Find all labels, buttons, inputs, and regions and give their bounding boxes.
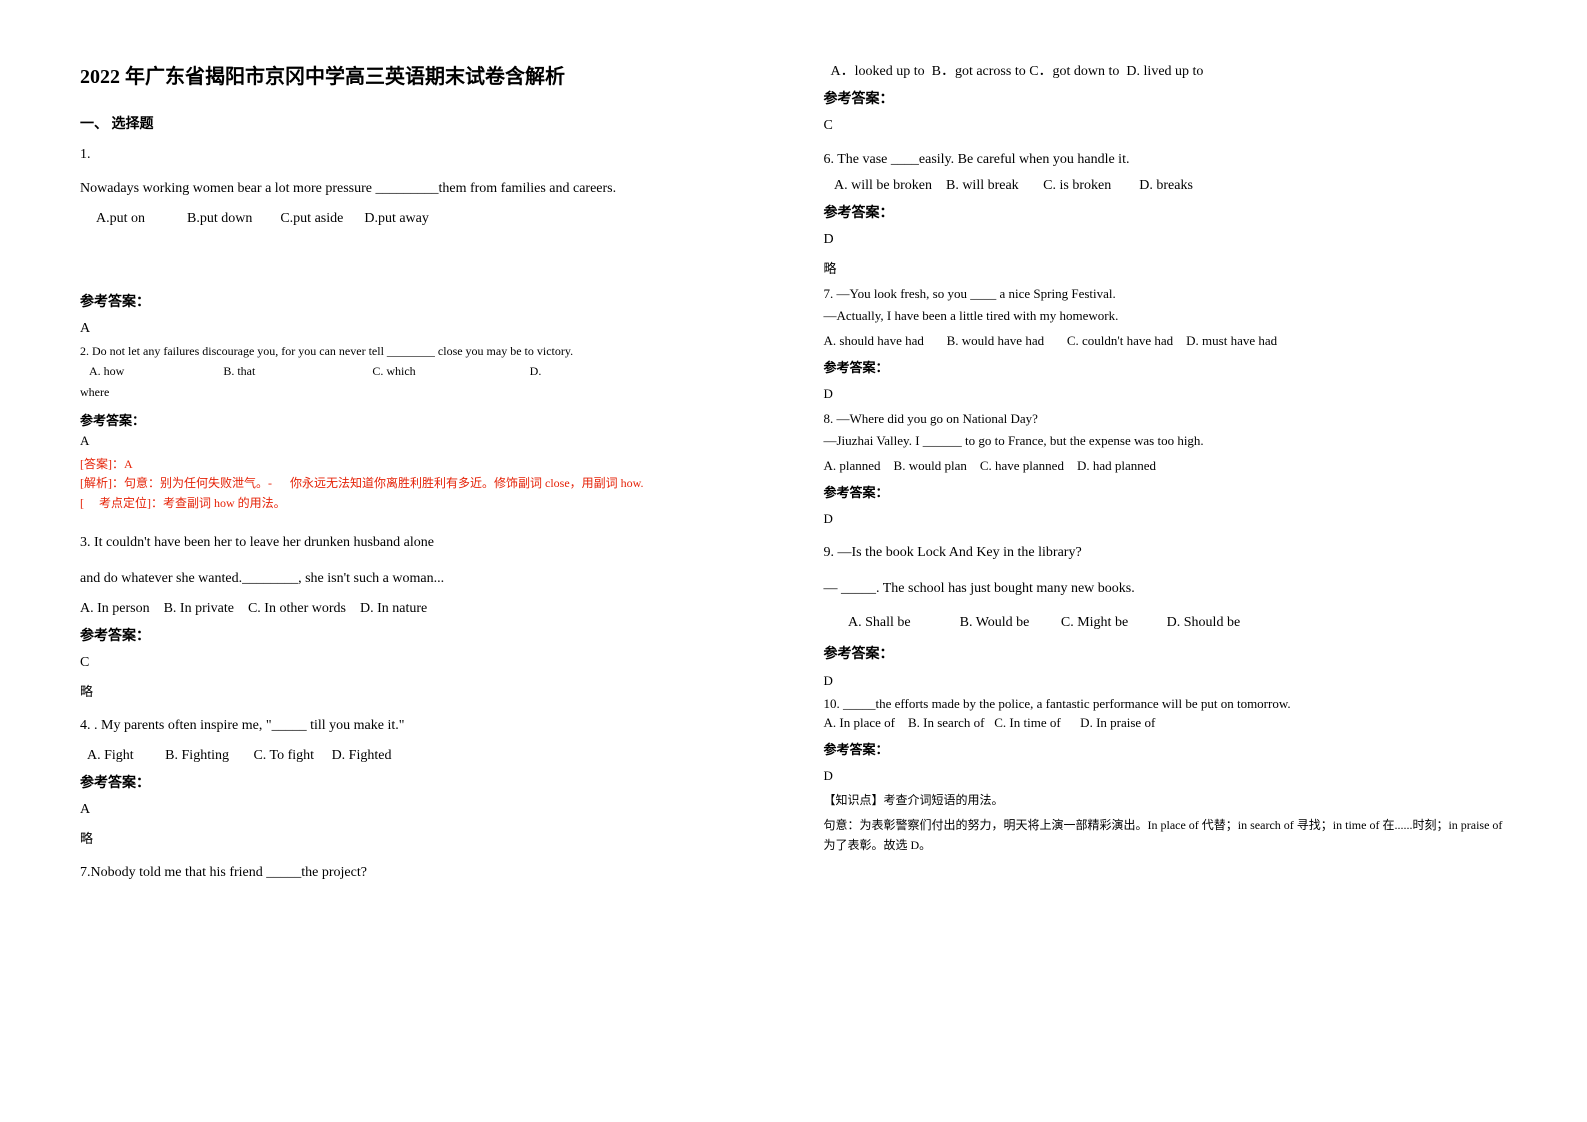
document-title: 2022 年广东省揭阳市京冈中学高三英语期末试卷含解析 — [80, 60, 764, 89]
q7-text-1: 7. —You look fresh, so you ____ a nice S… — [824, 283, 1508, 305]
q8-text-1: 8. —Where did you go on National Day? — [824, 408, 1508, 430]
q7-options: A. should have had B. would have had C. … — [824, 333, 1508, 349]
q10-text: 10. _____the efforts made by the police,… — [824, 693, 1508, 715]
left-column: 2022 年广东省揭阳市京冈中学高三英语期末试卷含解析 一、 选择题 1. No… — [80, 60, 764, 895]
q1-text: Nowadays working women bear a lot more p… — [80, 175, 764, 203]
q8-answer: D — [824, 511, 1508, 527]
q9-answer: D — [824, 673, 1508, 689]
q5-options: A．looked up to B．got across to C．got dow… — [824, 60, 1508, 80]
q9-text-2: — _____. The school has just bought many… — [824, 575, 1508, 603]
q4-ans-label: 参考答案： — [80, 772, 764, 792]
q3-ans-label: 参考答案： — [80, 625, 764, 645]
q3-options: A. In person B. In private C. In other w… — [80, 601, 764, 617]
q2-options-1: A. how B. that C. which D. — [80, 361, 764, 381]
section-header-1: 一、 选择题 — [80, 113, 764, 133]
q4-answer: A — [80, 802, 764, 818]
q4-options: A. Fight B. Fighting C. To fight D. Figh… — [80, 748, 764, 764]
q6-omit: 略 — [824, 258, 1508, 277]
q2-ans-label: 参考答案： — [80, 410, 764, 429]
q7-text-2: —Actually, I have been a little tired wi… — [824, 305, 1508, 327]
q8-options: A. planned B. would plan C. have planned… — [824, 458, 1508, 474]
q6-answer: D — [824, 232, 1508, 248]
q5-extra: 7.Nobody told me that his friend _____th… — [80, 859, 764, 887]
q1-number: 1. — [80, 147, 764, 163]
q1-ans-label: 参考答案： — [80, 291, 764, 311]
q7-answer: D — [824, 386, 1508, 402]
q9-text-1: 9. —Is the book Lock And Key in the libr… — [824, 539, 1508, 567]
q10-note-2: 句意：为表彰警察们付出的努力，明天将上演一部精彩演出。In place of 代… — [824, 815, 1508, 856]
q8-text-2: —Jiuzhai Valley. I ______ to go to Franc… — [824, 430, 1508, 452]
q6-text: 6. The vase ____easily. Be careful when … — [824, 146, 1508, 174]
q10-options: A. In place of B. In search of C. In tim… — [824, 715, 1508, 731]
q4-text: 4. . My parents often inspire me, "_____… — [80, 712, 764, 740]
q2-options-2: where — [80, 382, 764, 402]
q2-explain-3: [ 考点定位]：考查副词 how 的用法。 — [80, 494, 764, 513]
q1-answer: A — [80, 321, 764, 337]
q3-text-1: 3. It couldn't have been her to leave he… — [80, 529, 764, 557]
q2-answer: A — [80, 433, 764, 449]
q9-ans-label: 参考答案： — [824, 643, 1508, 663]
q3-answer: C — [80, 655, 764, 671]
q7-ans-label: 参考答案： — [824, 357, 1508, 376]
q5-answer: C — [824, 118, 1508, 134]
q5-ans-label: 参考答案： — [824, 88, 1508, 108]
q6-options: A. will be broken B. will break C. is br… — [824, 178, 1508, 194]
q9-options: A. Shall be B. Would be C. Might be D. S… — [824, 615, 1508, 631]
q10-answer: D — [824, 768, 1508, 784]
q1-options: A.put on B.put down C.put aside D.put aw… — [80, 211, 764, 227]
q10-ans-label: 参考答案： — [824, 739, 1508, 758]
q2-text: 2. Do not let any failures discourage yo… — [80, 341, 764, 361]
q4-omit: 略 — [80, 828, 764, 847]
q2-explain-2: [解析]：句意：别为任何失败泄气。- 你永远无法知道你离胜利胜利有多近。修饰副词… — [80, 474, 764, 493]
right-column: A．looked up to B．got across to C．got dow… — [824, 60, 1508, 895]
q3-text-2: and do whatever she wanted.________, she… — [80, 565, 764, 593]
q8-ans-label: 参考答案： — [824, 482, 1508, 501]
q6-ans-label: 参考答案： — [824, 202, 1508, 222]
q2-explain-1: [答案]：A — [80, 455, 764, 474]
q10-note-1: 【知识点】考查介词短语的用法。 — [824, 790, 1508, 810]
q3-omit: 略 — [80, 681, 764, 700]
